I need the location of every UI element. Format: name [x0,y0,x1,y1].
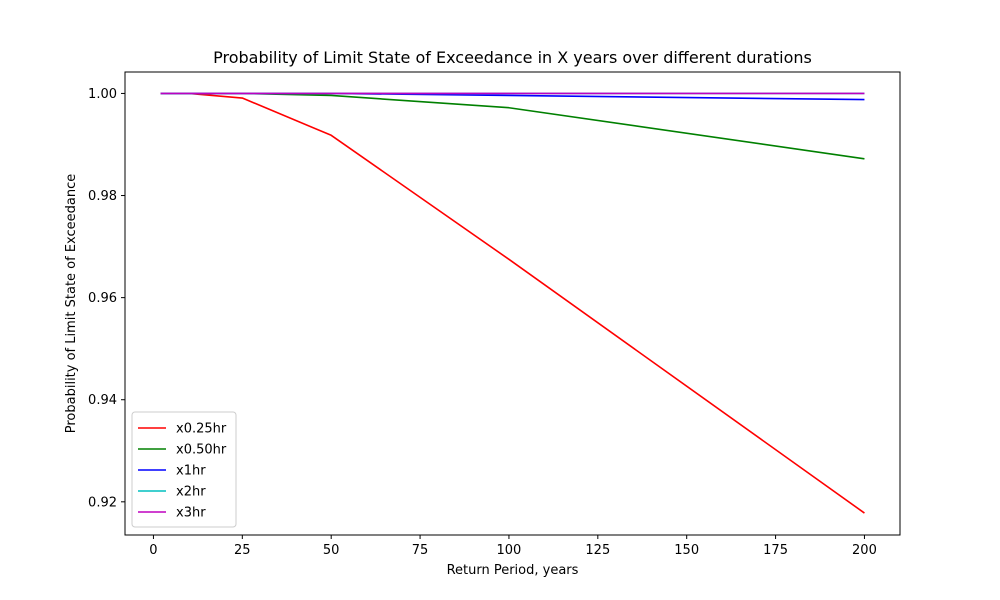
legend-label: x3hr [176,506,206,521]
y-tick-label: 1.00 [88,87,117,102]
x-axis-label: Return Period, years [447,563,579,578]
y-tick-label: 0.94 [88,393,117,408]
x-tick-label: 50 [323,543,340,558]
x-tick-label: 25 [234,543,251,558]
legend-label: x2hr [176,485,206,500]
legend-label: x0.25hr [176,422,227,437]
x-tick-label: 125 [585,543,610,558]
y-tick-label: 0.92 [88,495,117,510]
legend-label: x0.50hr [176,443,227,458]
legend-box [131,411,237,528]
x-tick-label: 150 [674,543,699,558]
y-axis-label: Probability of Limit State of Exceedance [64,174,79,434]
y-tick-label: 0.96 [88,291,117,306]
x-tick-label: 175 [763,543,788,558]
x-tick-label: 0 [149,543,157,558]
x-tick-label: 100 [497,543,522,558]
legend: x0.25hr x0.50hr x1hr x2hr x3hr [131,411,237,528]
chart-title: Probability of Limit State of Exceedance… [213,48,812,67]
series-line-x0.25hr [160,92,865,514]
plot-frame [124,71,901,536]
series-line-x0.50hr [160,92,865,160]
legend-label: x1hr [176,464,206,479]
x-tick-label: 75 [412,543,429,558]
x-tick-label: 200 [852,543,877,558]
y-tick-label: 0.98 [88,189,117,204]
